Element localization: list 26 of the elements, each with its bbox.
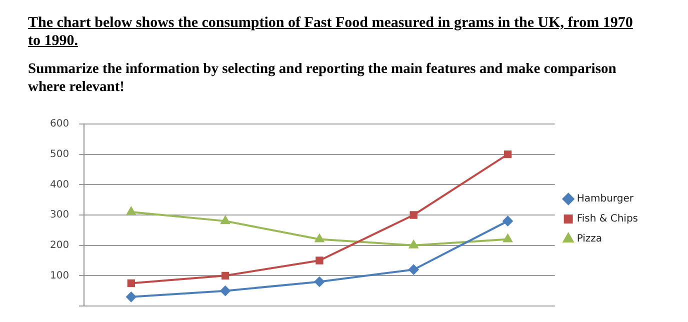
y-tick-label: 100 (50, 270, 70, 282)
y-tick-label: 400 (50, 179, 70, 190)
point (503, 234, 512, 242)
y-tick-label: 200 (50, 240, 70, 251)
point (314, 276, 324, 287)
y-tick-label: 600 (50, 118, 70, 130)
point (220, 286, 230, 296)
point (126, 292, 136, 302)
point (409, 240, 418, 248)
chart-title: The chart below shows the consumption of Fast Food measured in grams in the UK, from 1970 to 1990. (28, 14, 634, 50)
legend-label: Fish & Chips (576, 214, 638, 225)
point (126, 206, 136, 215)
point (220, 216, 230, 224)
point (408, 264, 419, 275)
chart-subtitle: Summarize the information by selecting and reporting the main features and make comparison where relevant! (28, 60, 618, 96)
point (316, 256, 324, 264)
legend-label: Pizza (576, 234, 602, 245)
point (502, 216, 513, 226)
point (221, 272, 230, 280)
legend-label: Hamburger (576, 194, 634, 205)
point (127, 279, 135, 288)
y-tick-label: 500 (50, 148, 70, 160)
point (410, 211, 418, 219)
y-tick-label: 300 (50, 210, 70, 221)
point (504, 150, 512, 158)
point (315, 234, 324, 242)
